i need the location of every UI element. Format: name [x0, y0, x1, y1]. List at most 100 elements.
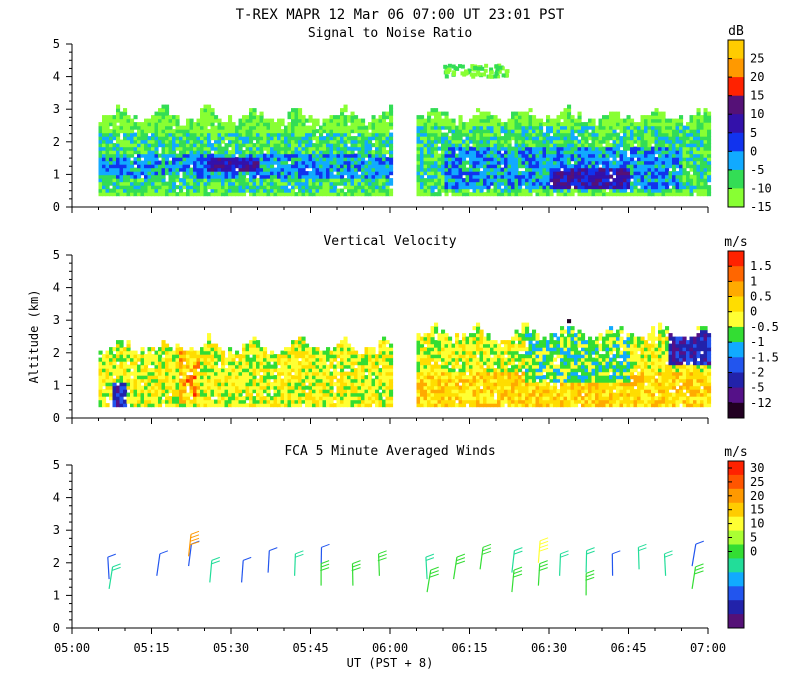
colorbar-swatch [728, 387, 744, 404]
colorbar-swatch [728, 114, 744, 134]
panel-title: Vertical Velocity [323, 234, 456, 249]
colorbar-label: -1.5 [750, 350, 779, 364]
x-axis-label: UT (PST + 8) [347, 656, 434, 670]
y-tick-label: 3 [53, 102, 60, 116]
colorbar-swatch [728, 488, 744, 504]
y-tick-label: 4 [53, 70, 60, 84]
y-tick-label: 2 [53, 135, 60, 149]
x-tick-label: 05:00 [54, 641, 90, 655]
axes-panel-1: 0 1 2 3 4 5 Signal to Noise Ratio [53, 26, 709, 214]
wind-barb [585, 569, 595, 596]
y-tick-label: 3 [53, 523, 60, 537]
colorbar-label: 10 [750, 517, 764, 531]
colorbar-swatch [728, 132, 744, 152]
colorbar-label: 15 [750, 503, 764, 517]
y-tick-label: 0 [53, 411, 60, 425]
wind-barb [537, 537, 549, 563]
colorbar-swatch [728, 372, 744, 389]
y-tick-label: 2 [53, 556, 60, 570]
wind-barb [351, 560, 361, 586]
colorbar-swatch [728, 586, 744, 601]
wind-barb [559, 550, 569, 576]
x-tick-label: 06:15 [451, 641, 487, 655]
heatmap-cells-2 [98, 319, 712, 408]
colorbar-swatch [728, 516, 744, 532]
colorbar-swatch [728, 40, 744, 60]
wind-barb [425, 553, 435, 580]
x-tick-label: 05:45 [292, 641, 328, 655]
x-tick-label: 06:30 [531, 641, 567, 655]
colorbar-swatch [728, 151, 744, 171]
wind-barb [511, 547, 523, 573]
wind-barb [377, 550, 387, 576]
colorbar-swatch [728, 461, 744, 476]
colorbar-label: 20 [750, 70, 764, 84]
colorbar-label: -0.5 [750, 320, 779, 334]
panel-title: Signal to Noise Ratio [308, 26, 472, 41]
colorbar-swatch [728, 281, 744, 298]
colorbar-swatch [728, 402, 744, 419]
colorbar-swatch [728, 326, 744, 343]
colorbar-swatch [728, 544, 744, 559]
x-tick-label: 07:00 [690, 641, 726, 655]
colorbar-label: -10 [750, 181, 772, 195]
y-axis-label: Altitude (km) [27, 290, 41, 384]
colorbar-2: 1.51 0.50-0.5-1-1.5 -2-5-12 m/s [724, 235, 779, 419]
colorbar-label: 0.5 [750, 290, 772, 304]
heatmap-panel-2 [98, 319, 712, 408]
wind-barb [320, 560, 330, 586]
colorbar-swatch [728, 188, 744, 208]
wind-barb [267, 547, 278, 573]
colorbar-swatch [728, 95, 744, 115]
figure-title: T-REX MAPR 12 Mar 06 07:00 UT 23:01 PST [236, 7, 565, 23]
colorbar-swatch [728, 614, 744, 629]
colorbar-1: 25 20 15 10 5 0 -5 -10 -15 dB [727, 24, 772, 214]
colorbar-swatch [728, 58, 744, 78]
wind-barb [209, 556, 220, 583]
wind-barb [107, 553, 116, 580]
wind-barb [479, 543, 492, 570]
y-tick-label: 0 [53, 200, 60, 214]
y-tick-label: 4 [53, 281, 60, 295]
colorbar-label: 1.5 [750, 259, 772, 273]
wind-barb [156, 550, 169, 576]
colorbar-swatch [728, 530, 744, 545]
wind-barb [241, 556, 252, 583]
colorbar-swatch [728, 502, 744, 518]
y-tick-label: 0 [53, 621, 60, 635]
y-tick-label: 1 [53, 378, 60, 392]
colorbar-units: dB [728, 24, 744, 39]
wind-barb [426, 566, 439, 593]
wind-barb [537, 560, 548, 586]
y-tick-label: 2 [53, 346, 60, 360]
wind-barb [453, 553, 466, 580]
colorbar-label: 5 [750, 126, 757, 140]
colorbar-swatch [728, 474, 744, 490]
colorbar-swatch [728, 342, 744, 358]
colorbar-swatch [728, 296, 744, 313]
y-tick-label: 5 [53, 458, 60, 472]
colorbar-label: 0 [750, 144, 757, 158]
colorbar-swatch [728, 251, 744, 267]
x-tick-label: 05:30 [213, 641, 249, 655]
colorbar-label: -15 [750, 200, 772, 214]
colorbar-label: 0 [750, 545, 757, 559]
wind-barb [637, 543, 647, 570]
colorbar-label: -5 [750, 163, 764, 177]
y-tick-label: 5 [53, 248, 60, 262]
axes-panel-2: 0 1 2 3 4 5 Vertical Velocity Altitude (km) [27, 234, 709, 425]
axes-panel-3: 0 1 2 3 4 5 05:00 05:15 05:30 05:45 06:00 06:15 06:3… [53, 444, 726, 655]
colorbar-label: -5 [750, 381, 764, 395]
wind-barb [691, 540, 704, 567]
colorbar-units: m/s [724, 235, 747, 250]
wind-barbs-layer [107, 530, 704, 596]
panel-title: FCA 5 Minute Averaged Winds [284, 444, 495, 459]
colorbar-swatch [728, 311, 744, 328]
heatmap-cells-1 [98, 63, 712, 197]
colorbar-label: 25 [750, 475, 764, 489]
colorbar-units: m/s [724, 445, 747, 460]
wind-barb [188, 530, 200, 557]
colorbar-swatch [728, 169, 744, 189]
